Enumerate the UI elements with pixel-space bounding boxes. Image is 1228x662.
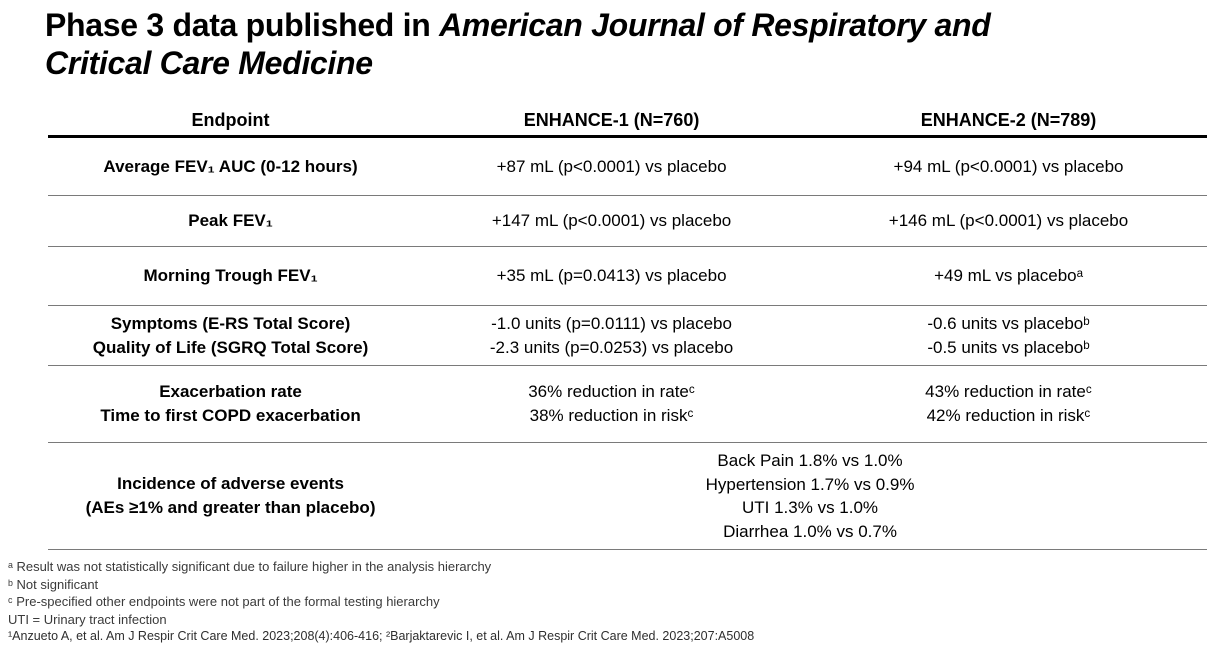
enhance1-value: -1.0 units (p=0.0111) vs placebo — [491, 313, 732, 333]
endpoint-label: Peak FEV₁ — [188, 211, 273, 230]
enhance1-value: 36% reduction in rateᶜ — [528, 382, 695, 401]
enhance1-value: 38% reduction in riskᶜ — [529, 406, 694, 425]
table-row-exacerbation: Exacerbation rate Time to first COPD exa… — [48, 366, 1207, 443]
title-line-1: Phase 3 data published in American Journ… — [45, 6, 991, 44]
enhance2-value: +146 mL (p<0.0001) vs placebo — [888, 211, 1129, 230]
enhance2-value: +94 mL (p<0.0001) vs placebo — [893, 156, 1124, 176]
enhance1-value: +35 mL (p=0.0413) vs placebo — [496, 266, 727, 285]
title-line-1-regular: Phase 3 data published in — [45, 7, 440, 43]
page-title: Phase 3 data published in American Journ… — [45, 6, 991, 82]
table-row-symptoms-qol: Symptoms (E-RS Total Score) Quality of L… — [48, 306, 1207, 366]
title-line-1-italic: American Journal of Respiratory and — [439, 7, 991, 43]
enhance2-value: 43% reduction in rateᶜ — [925, 382, 1092, 401]
endpoint-label: Quality of Life (SGRQ Total Score) — [92, 337, 369, 357]
column-header-enhance2: ENHANCE-2 (N=789) — [920, 109, 1097, 130]
enhance1-value: +147 mL (p<0.0001) vs placebo — [491, 211, 732, 230]
endpoint-label: Morning Trough FEV₁ — [143, 266, 318, 285]
column-header-endpoint: Endpoint — [191, 109, 270, 130]
footnote-b: ᵇ Not significant — [8, 576, 99, 592]
table-row-peak-fev1: Peak FEV₁ +147 mL (p<0.0001) vs placebo … — [48, 196, 1207, 247]
adverse-event-value: UTI 1.3% vs 1.0% — [742, 498, 879, 517]
footnotes: ᵃ Result was not statistically significa… — [8, 558, 754, 646]
title-line-2: Critical Care Medicine — [45, 44, 991, 82]
endpoint-label: Incidence of adverse events — [117, 474, 344, 493]
table-row-adverse-events: Incidence of adverse events (AEs ≥1% and… — [48, 443, 1207, 550]
enhance2-value: -0.5 units vs placeboᵇ — [927, 337, 1090, 357]
endpoint-label: Exacerbation rate — [159, 382, 302, 401]
endpoint-label: Average FEV₁ AUC (0-12 hours) — [103, 156, 358, 176]
enhance1-value: +87 mL (p<0.0001) vs placebo — [496, 156, 727, 176]
endpoint-label: (AEs ≥1% and greater than placebo) — [85, 498, 376, 517]
abbreviation-uti: UTI = Urinary tract infection — [8, 611, 167, 627]
title-line-2-italic: Critical Care Medicine — [45, 45, 373, 81]
adverse-events-values: Back Pain 1.8% vs 1.0% Hypertension 1.7%… — [413, 449, 1207, 543]
results-table: Endpoint ENHANCE-1 (N=760) ENHANCE-2 (N=… — [48, 105, 1207, 550]
citations: ¹Anzueto A, et al. Am J Respir Crit Care… — [8, 629, 755, 643]
footnote-a: ᵃ Result was not statistically significa… — [8, 559, 492, 574]
enhance2-value: +49 mL vs placeboᵃ — [934, 266, 1083, 285]
adverse-event-value: Diarrhea 1.0% vs 0.7% — [723, 521, 897, 541]
adverse-event-value: Back Pain 1.8% vs 1.0% — [717, 451, 903, 470]
table-row-morning-trough-fev1: Morning Trough FEV₁ +35 mL (p=0.0413) vs… — [48, 247, 1207, 306]
enhance2-value: -0.6 units vs placeboᵇ — [927, 313, 1090, 333]
enhance1-value: -2.3 units (p=0.0253) vs placebo — [489, 337, 734, 357]
column-header-enhance1: ENHANCE-1 (N=760) — [523, 109, 700, 130]
footnote-c: ᶜ Pre-specified other endpoints were not… — [8, 594, 440, 609]
enhance2-value: 42% reduction in riskᶜ — [926, 406, 1091, 425]
table-header-row: Endpoint ENHANCE-1 (N=760) ENHANCE-2 (N=… — [48, 105, 1207, 138]
adverse-event-value: Hypertension 1.7% vs 0.9% — [705, 474, 915, 494]
endpoint-label: Symptoms (E-RS Total Score) — [110, 313, 351, 333]
table-row-average-fev1-auc: Average FEV₁ AUC (0-12 hours) +87 mL (p<… — [48, 138, 1207, 196]
endpoint-label: Time to first COPD exacerbation — [100, 406, 361, 425]
